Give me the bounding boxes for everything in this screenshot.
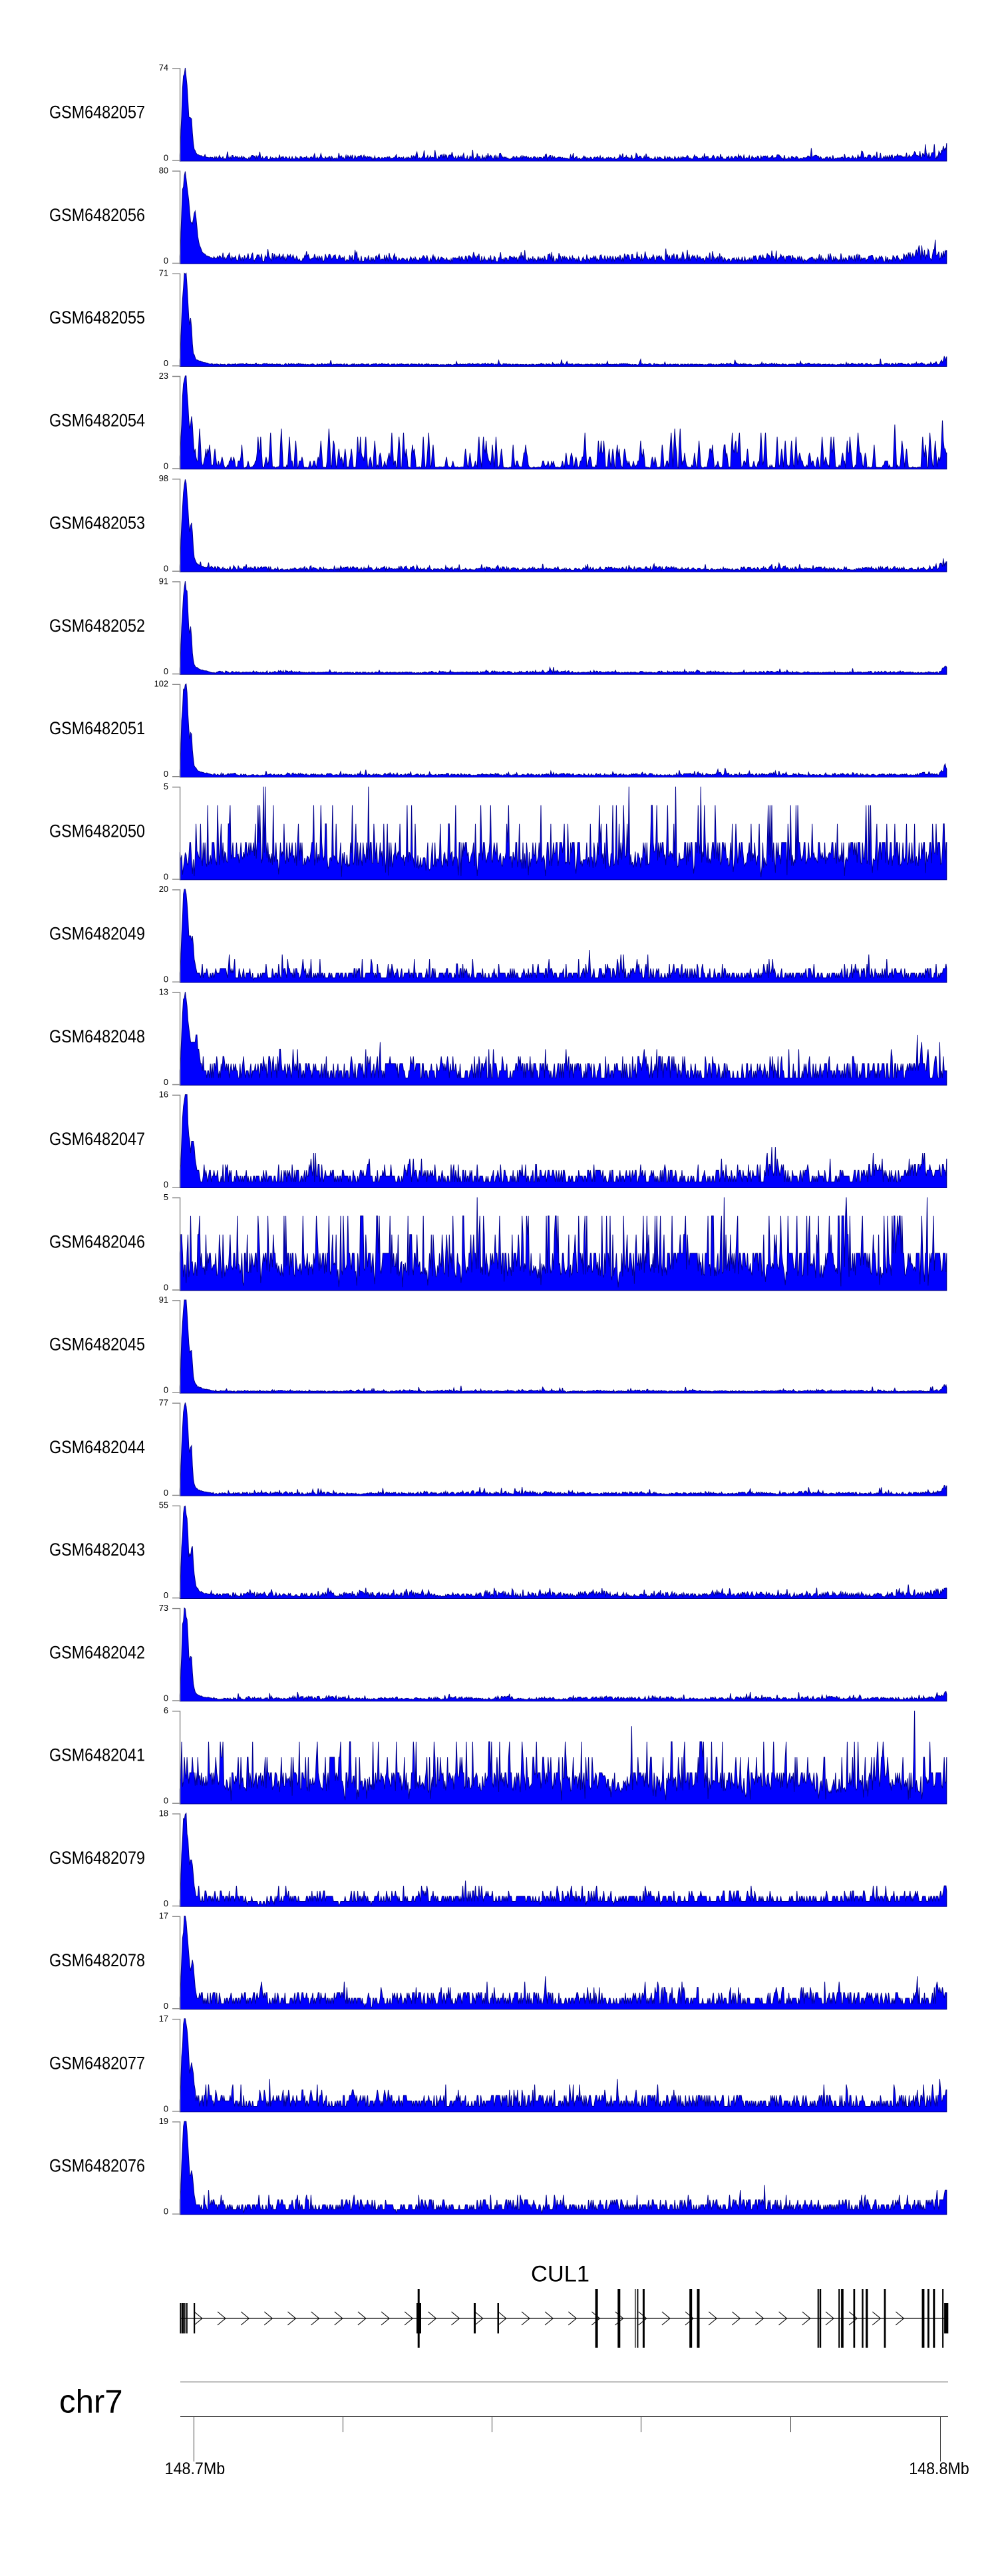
svg-text:0: 0 (164, 153, 168, 163)
svg-text:91: 91 (159, 1295, 168, 1305)
svg-text:98: 98 (159, 473, 168, 483)
svg-text:0: 0 (164, 1488, 168, 1498)
svg-text:0: 0 (164, 871, 168, 881)
svg-text:CUL1: CUL1 (531, 2262, 589, 2287)
svg-text:0: 0 (164, 666, 168, 676)
svg-text:GSM6482079: GSM6482079 (49, 1848, 145, 1868)
svg-text:0: 0 (164, 1693, 168, 1703)
svg-text:80: 80 (159, 165, 168, 175)
svg-text:102: 102 (154, 679, 168, 689)
svg-text:chr7: chr7 (59, 2384, 123, 2420)
svg-text:GSM6482053: GSM6482053 (49, 513, 145, 533)
svg-text:GSM6482078: GSM6482078 (49, 1950, 145, 1970)
svg-text:16: 16 (159, 1090, 168, 1100)
svg-text:0: 0 (164, 256, 168, 266)
svg-text:GSM6482054: GSM6482054 (49, 410, 145, 430)
svg-text:0: 0 (164, 1796, 168, 1806)
svg-text:74: 74 (159, 63, 168, 73)
svg-text:0: 0 (164, 974, 168, 984)
svg-text:17: 17 (159, 1911, 168, 1921)
svg-text:0: 0 (164, 1077, 168, 1087)
svg-text:GSM6482057: GSM6482057 (49, 103, 145, 122)
svg-text:GSM6482056: GSM6482056 (49, 205, 145, 225)
svg-text:GSM6482042: GSM6482042 (49, 1642, 145, 1662)
svg-text:148.8Mb: 148.8Mb (909, 2460, 969, 2478)
svg-text:18: 18 (159, 1808, 168, 1818)
svg-text:0: 0 (164, 358, 168, 368)
svg-text:0: 0 (164, 564, 168, 574)
svg-text:GSM6482052: GSM6482052 (49, 616, 145, 636)
svg-text:55: 55 (159, 1500, 168, 1510)
svg-text:GSM6482043: GSM6482043 (49, 1540, 145, 1560)
svg-text:0: 0 (164, 1180, 168, 1189)
svg-text:GSM6482041: GSM6482041 (49, 1745, 145, 1765)
svg-text:0: 0 (164, 1282, 168, 1292)
svg-text:GSM6482045: GSM6482045 (49, 1335, 145, 1355)
svg-text:0: 0 (164, 2103, 168, 2113)
svg-text:71: 71 (159, 268, 168, 278)
svg-text:13: 13 (159, 987, 168, 997)
svg-text:0: 0 (164, 2001, 168, 2011)
svg-text:GSM6482051: GSM6482051 (49, 718, 145, 738)
svg-text:5: 5 (164, 781, 168, 791)
svg-text:6: 6 (164, 1705, 168, 1715)
svg-text:5: 5 (164, 1192, 168, 1202)
svg-text:23: 23 (159, 371, 168, 381)
svg-text:GSM6482076: GSM6482076 (49, 2156, 145, 2176)
svg-text:GSM6482047: GSM6482047 (49, 1129, 145, 1149)
svg-text:20: 20 (159, 884, 168, 894)
svg-text:GSM6482048: GSM6482048 (49, 1026, 145, 1046)
svg-text:GSM6482050: GSM6482050 (49, 821, 145, 841)
svg-text:0: 0 (164, 1898, 168, 1908)
svg-text:77: 77 (159, 1397, 168, 1407)
svg-text:91: 91 (159, 576, 168, 586)
svg-text:17: 17 (159, 2014, 168, 2024)
svg-text:0: 0 (164, 461, 168, 471)
svg-text:73: 73 (159, 1603, 168, 1613)
svg-text:148.7Mb: 148.7Mb (165, 2460, 226, 2478)
svg-text:0: 0 (164, 1590, 168, 1600)
svg-text:GSM6482077: GSM6482077 (49, 2053, 145, 2073)
svg-text:0: 0 (164, 769, 168, 779)
svg-text:GSM6482055: GSM6482055 (49, 308, 145, 327)
svg-text:0: 0 (164, 2207, 168, 2217)
svg-text:GSM6482049: GSM6482049 (49, 924, 145, 944)
svg-text:GSM6482046: GSM6482046 (49, 1231, 145, 1251)
svg-text:GSM6482044: GSM6482044 (49, 1437, 145, 1457)
svg-text:19: 19 (159, 2116, 168, 2126)
svg-text:0: 0 (164, 1385, 168, 1395)
